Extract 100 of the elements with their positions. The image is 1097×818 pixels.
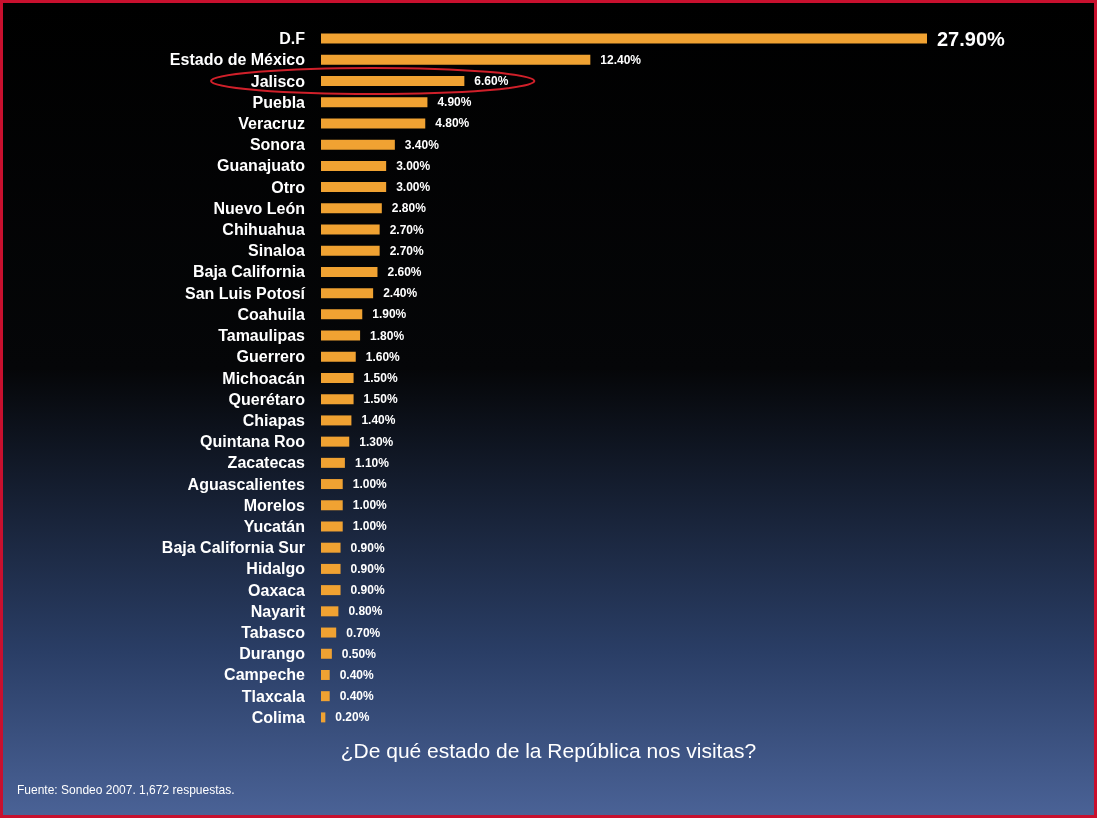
data-label: 1.00% — [352, 498, 388, 513]
bar — [321, 394, 354, 405]
y-tick-label: Otro — [271, 178, 306, 196]
data-label: 0.40% — [339, 667, 375, 682]
data-label: 3.40% — [404, 137, 440, 152]
data-label: 3.00% — [396, 180, 431, 195]
data-label: 1.00% — [352, 519, 388, 534]
bar — [321, 712, 326, 723]
bar — [321, 139, 395, 150]
data-label: 0.90% — [350, 583, 385, 598]
data-label: 1.00% — [352, 477, 388, 492]
y-tick-label: Coahuila — [237, 305, 306, 323]
bar — [321, 330, 361, 341]
y-tick-label: Veracruz — [238, 114, 305, 132]
data-label: 1.80% — [370, 328, 405, 343]
bar — [321, 691, 330, 702]
bar — [321, 351, 356, 362]
y-tick-label: Puebla — [252, 93, 306, 111]
bar — [321, 415, 352, 426]
data-label: 2.70% — [389, 243, 424, 258]
y-tick-label: Yucatán — [243, 517, 305, 535]
bar — [321, 500, 343, 511]
y-tick-label: Durango — [239, 645, 306, 663]
y-tick-label: Michoacán — [222, 369, 305, 387]
bar — [321, 182, 387, 193]
bar — [321, 585, 341, 596]
data-label: 3.00% — [396, 158, 431, 173]
bar — [321, 160, 387, 171]
bar — [321, 457, 345, 468]
data-label: 2.70% — [389, 222, 424, 237]
y-tick-label: Nayarit — [250, 602, 306, 620]
bar — [321, 97, 428, 108]
data-label: 4.90% — [437, 95, 472, 110]
bar — [321, 627, 337, 638]
y-tick-label: Sonora — [249, 136, 306, 154]
bar — [321, 521, 343, 532]
bar — [321, 245, 380, 256]
y-tick-label: Jalisco — [250, 72, 306, 90]
data-label: 2.40% — [383, 286, 418, 301]
y-tick-label: Chiapas — [242, 411, 306, 429]
bar — [321, 648, 332, 659]
data-label: 4.80% — [435, 116, 470, 131]
y-tick-label: San Luis Potosí — [184, 284, 306, 302]
y-tick-label: Sinaloa — [248, 242, 306, 260]
bar — [321, 54, 591, 65]
y-tick-label: Querétaro — [228, 390, 306, 408]
data-label: 1.60% — [365, 349, 401, 364]
text: ¿De qué estado de la República nos visitas? — [339, 739, 758, 763]
y-tick-label: Tamaulipas — [218, 327, 306, 345]
data-label: 1.90% — [372, 307, 407, 322]
bar — [321, 373, 354, 383]
y-tick-label: Guerrero — [236, 348, 306, 366]
bar — [321, 309, 363, 320]
y-tick-label: Zacatecas — [227, 454, 306, 472]
data-label: 0.70% — [346, 625, 381, 640]
y-tick-label: Chihuahua — [222, 221, 306, 239]
y-tick-label: Oaxaca — [248, 581, 306, 599]
y-tick-label: Colima — [251, 708, 306, 726]
bar — [321, 266, 378, 277]
y-tick-label: Morelos — [243, 496, 306, 514]
bar — [321, 288, 374, 299]
bar — [321, 224, 380, 235]
data-label: 6.60% — [474, 74, 509, 89]
y-tick-label: Tlaxcala — [241, 687, 306, 705]
bar — [321, 436, 350, 447]
y-tick-label: Guanajuato — [216, 157, 306, 175]
bar — [321, 542, 341, 553]
data-label: 0.20% — [335, 710, 370, 725]
bar — [321, 479, 343, 490]
y-tick-label: Tabasco — [241, 624, 306, 642]
y-tick-label: D.F — [279, 30, 306, 48]
data-label: 1.50% — [363, 392, 398, 407]
data-label: 27.90% — [937, 27, 1006, 50]
data-label: 0.90% — [350, 561, 385, 576]
y-tick-label: Aguascalientes — [187, 475, 306, 493]
bar — [321, 118, 426, 129]
data-label: 1.30% — [359, 434, 394, 449]
data-label: 0.50% — [341, 646, 377, 661]
data-label: 12.40% — [600, 52, 642, 67]
data-label: 2.60% — [387, 264, 422, 279]
y-tick-label: Campeche — [224, 666, 306, 684]
bar — [321, 203, 382, 214]
data-label: 0.80% — [348, 604, 383, 619]
bar — [321, 563, 341, 574]
y-tick-label: Baja California Sur — [161, 539, 305, 557]
data-label: 1.50% — [363, 371, 398, 385]
data-label: 0.90% — [350, 540, 385, 555]
data-label: 1.40% — [361, 413, 396, 428]
source-note: Fuente: Sondeo 2007. 1,672 respuestas. — [17, 783, 235, 797]
y-tick-label: Baja California — [192, 263, 306, 281]
data-label: 1.10% — [354, 455, 390, 470]
bar — [321, 76, 465, 87]
y-tick-label: Nuevo León — [213, 199, 305, 217]
data-label: 2.80% — [391, 201, 427, 216]
data-label: 0.40% — [339, 689, 375, 704]
y-tick-label: Estado de México — [169, 51, 306, 69]
bar — [321, 669, 330, 680]
y-tick-label: Quintana Roo — [200, 433, 306, 451]
bar — [321, 33, 927, 44]
bar — [321, 606, 339, 617]
